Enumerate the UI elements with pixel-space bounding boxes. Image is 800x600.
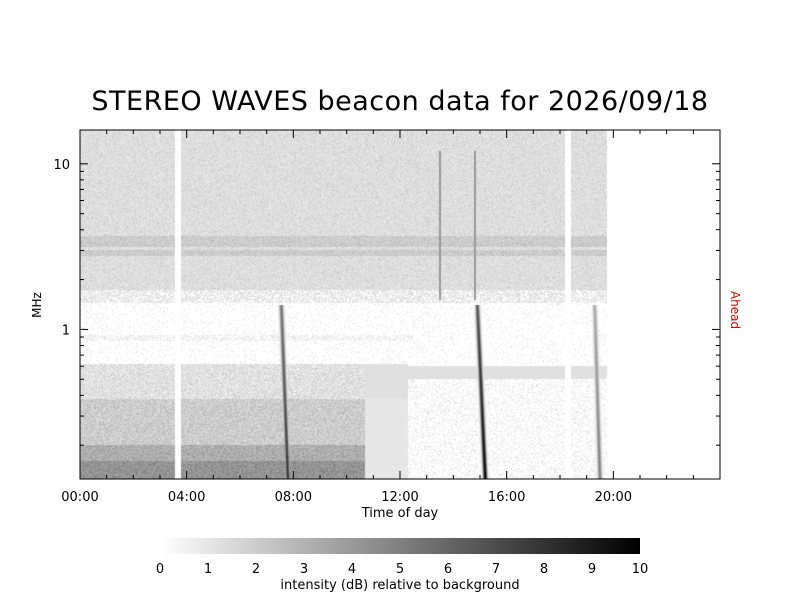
x-tick-label: 16:00 [488, 490, 525, 505]
spectrogram-plot [80, 130, 720, 479]
y-tick-label: 10 [53, 158, 70, 173]
x-tick-label: 20:00 [595, 490, 632, 505]
colorbar-tick-label: 6 [444, 562, 452, 577]
colorbar-tick-labels: 0 1 2 3 4 5 6 7 8 9 10 [156, 562, 648, 577]
x-tick-label: 04:00 [168, 490, 205, 505]
colorbar-tick-label: 1 [204, 562, 212, 577]
colorbar-tick-label: 0 [156, 562, 164, 577]
colorbar-tick-label: 2 [252, 562, 260, 577]
x-tick-label: 00:00 [61, 490, 98, 505]
colorbar-tick-label: 4 [348, 562, 356, 577]
x-tick-label: 08:00 [275, 490, 312, 505]
x-tick-label: 12:00 [381, 490, 418, 505]
x-axis-label: Time of day [361, 506, 439, 521]
colorbar-tick-label: 3 [300, 562, 308, 577]
axes: 00:00 04:00 08:00 12:00 16:00 20:00 1 10 [53, 130, 721, 505]
colorbar-tick-label: 10 [632, 562, 649, 577]
colorbar-tick-label: 9 [588, 562, 596, 577]
colorbar-tick-label: 5 [396, 562, 404, 577]
colorbar-tick-label: 7 [492, 562, 500, 577]
y-tick-label: 1 [62, 323, 70, 338]
spectrogram-image [80, 130, 720, 479]
spacecraft-label: Ahead [728, 291, 742, 329]
y-axis-label: MHz [30, 292, 44, 318]
colorbar-label: intensity (dB) relative to background [280, 578, 519, 593]
colorbar-tick-label: 8 [540, 562, 548, 577]
chart-title: STEREO WAVES beacon data for 2026/09/18 [91, 86, 709, 117]
colorbar [160, 538, 640, 554]
